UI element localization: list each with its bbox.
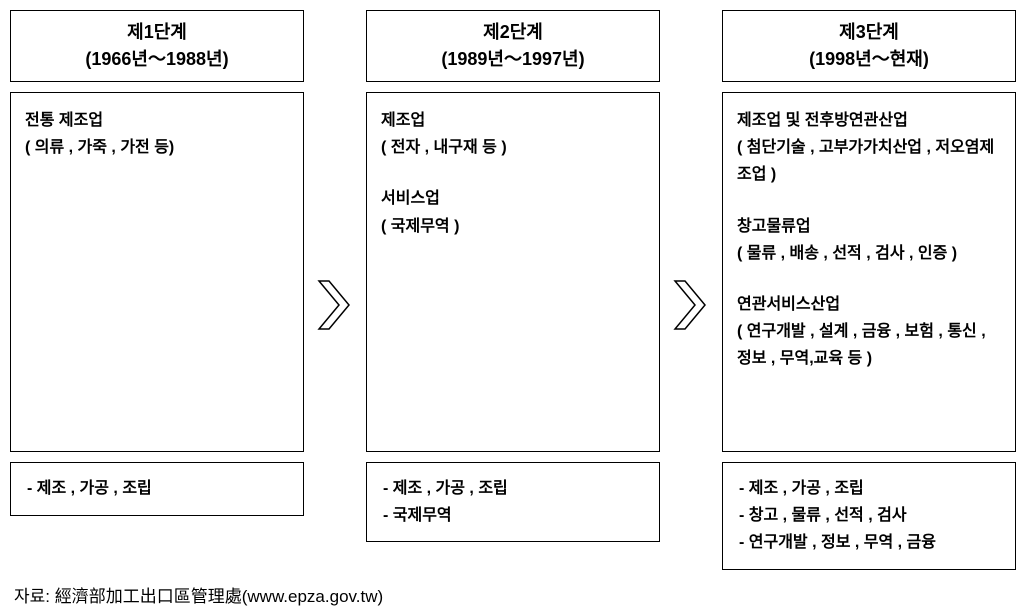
stage2-bottom: - 제조 , 가공 , 조립 - 국제무역 <box>366 462 660 542</box>
stage3-bottom-line2: - 창고 , 물류 , 선적 , 검사 <box>739 502 999 529</box>
stage2-period: (1989년～1997년) <box>377 46 649 73</box>
stage2-item-1: 제조업 ( 전자 , 내구재 등 ) <box>381 107 645 161</box>
stage2-item2-title: 서비스업 <box>381 185 645 212</box>
stage-column-3: 제3단계 (1998년～현재) 제조업 및 전후방연관산업 ( 첨단기술 , 고… <box>722 10 1016 570</box>
stage1-bottom: - 제조 , 가공 , 조립 <box>10 462 304 516</box>
chevron-right-icon <box>313 277 357 333</box>
stage3-item2-detail: ( 물류 , 배송 , 선적 , 검사 , 인증 ) <box>737 240 1001 267</box>
stage3-bottom-line1: - 제조 , 가공 , 조립 <box>739 475 999 502</box>
stage1-content: 전통 제조업 ( 의류 , 가죽 , 가전 등) <box>10 92 304 452</box>
arrow-column-1 <box>304 10 366 570</box>
source-note: 자료: 經濟部加工出口區管理處(www.epza.gov.tw) <box>10 582 1024 607</box>
stage1-bottom-line1: - 제조 , 가공 , 조립 <box>27 475 287 502</box>
stage2-item1-title: 제조업 <box>381 107 645 134</box>
stage3-item-1: 제조업 및 전후방연관산업 ( 첨단기술 , 고부가가치산업 , 저오염제조업 … <box>737 107 1001 189</box>
stage3-item1-title: 제조업 및 전후방연관산업 <box>737 107 1001 134</box>
arrow-column-2 <box>660 10 722 570</box>
stage3-header: 제3단계 (1998년～현재) <box>722 10 1016 82</box>
stage2-item-2: 서비스업 ( 국제무역 ) <box>381 185 645 239</box>
stage2-item2-detail: ( 국제무역 ) <box>381 213 645 240</box>
stage-column-1: 제1단계 (1966년～1988년) 전통 제조업 ( 의류 , 가죽 , 가전… <box>10 10 304 570</box>
stage2-item1-detail: ( 전자 , 내구재 등 ) <box>381 134 645 161</box>
stage2-bottom-line2: - 국제무역 <box>383 502 643 529</box>
stage3-bottom-line3: - 연구개발 , 정보 , 무역 , 금융 <box>739 529 999 556</box>
stage2-header: 제2단계 (1989년～1997년) <box>366 10 660 82</box>
stage1-item-1: 전통 제조업 ( 의류 , 가죽 , 가전 등) <box>25 107 289 161</box>
stage1-header: 제1단계 (1966년～1988년) <box>10 10 304 82</box>
stage3-item-3: 연관서비스산업 ( 연구개발 , 설계 , 금융 , 보험 , 통신 , 정보 … <box>737 291 1001 373</box>
chevron-right-icon <box>669 277 713 333</box>
diagram-container: 제1단계 (1966년～1988년) 전통 제조업 ( 의류 , 가죽 , 가전… <box>10 10 1024 570</box>
stage1-item1-detail: ( 의류 , 가죽 , 가전 등) <box>25 134 289 161</box>
source-label: 자료: <box>14 587 50 606</box>
stage3-title: 제3단계 <box>733 19 1005 46</box>
stage3-item1-detail: ( 첨단기술 , 고부가가치산업 , 저오염제조업 ) <box>737 134 1001 188</box>
stage1-item1-title: 전통 제조업 <box>25 107 289 134</box>
stage1-title: 제1단계 <box>21 19 293 46</box>
stage3-item3-detail: ( 연구개발 , 설계 , 금융 , 보험 , 통신 , 정보 , 무역,교육 … <box>737 318 1001 372</box>
stage1-period: (1966년～1988년) <box>21 46 293 73</box>
stage-column-2: 제2단계 (1989년～1997년) 제조업 ( 전자 , 내구재 등 ) 서비… <box>366 10 660 570</box>
stage3-period: (1998년～현재) <box>733 46 1005 73</box>
stage3-content: 제조업 및 전후방연관산업 ( 첨단기술 , 고부가가치산업 , 저오염제조업 … <box>722 92 1016 452</box>
stage2-title: 제2단계 <box>377 19 649 46</box>
source-text: 經濟部加工出口區管理處(www.epza.gov.tw) <box>55 587 383 606</box>
stage2-bottom-line1: - 제조 , 가공 , 조립 <box>383 475 643 502</box>
stage2-content: 제조업 ( 전자 , 내구재 등 ) 서비스업 ( 국제무역 ) <box>366 92 660 452</box>
stage3-item2-title: 창고물류업 <box>737 213 1001 240</box>
stage3-item-2: 창고물류업 ( 물류 , 배송 , 선적 , 검사 , 인증 ) <box>737 213 1001 267</box>
stage3-bottom: - 제조 , 가공 , 조립 - 창고 , 물류 , 선적 , 검사 - 연구개… <box>722 462 1016 570</box>
stage3-item3-title: 연관서비스산업 <box>737 291 1001 318</box>
